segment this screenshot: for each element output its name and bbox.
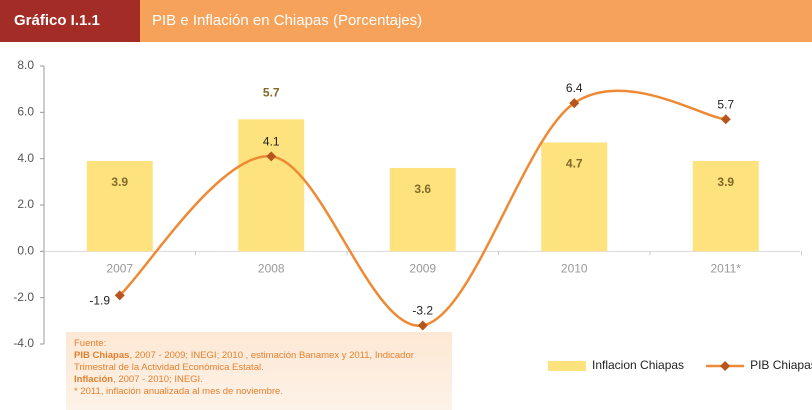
bar-value-label: 3.9 [111,175,128,189]
bar-value-label: 3.9 [717,175,734,189]
note-line: * 2011, inflación anualizada al mes de n… [74,386,444,398]
x-tick-label: 2007 [106,262,133,276]
bar [541,142,608,252]
bar-value-label: 5.7 [263,85,280,99]
note-bold: Inflación [74,374,114,385]
y-tick-label: 0.0 [17,244,34,258]
header-badge-box [0,0,140,42]
bar-value-label: 3.6 [414,182,431,196]
line-value-label: 4.1 [263,135,280,149]
legend-marker [720,361,731,371]
header-badge: Gráfico I.1.1 [14,12,100,29]
note-text: * 2011, inflación anualizada al mes de n… [74,386,283,397]
x-tick-label: 2010 [561,262,588,276]
x-tick-label: 2008 [258,262,285,276]
legend-label: Inflacion Chiapas [592,358,684,372]
source-note: Fuente: PIB Chiapas, 2007 - 2009; INEGI; … [66,332,452,410]
note-line: PIB Chiapas, 2007 - 2009; INEGI; 2010 , … [74,350,444,374]
y-tick-label: -2.0 [13,290,34,304]
x-tick-label: 2009 [409,262,436,276]
bar-value-label: 4.7 [566,157,583,171]
line-value-label: -3.2 [412,304,433,318]
chart-title: PIB e Inflación en Chiapas (Porcentajes) [152,12,422,29]
note-bold: PIB Chiapas [74,350,130,361]
marker [720,114,731,125]
bar [692,160,759,252]
y-tick-label: 2.0 [17,197,34,211]
y-tick-label: -4.0 [13,336,34,350]
line-value-label: -1.9 [89,294,110,308]
legend-label: PIB Chiapas [750,358,812,372]
y-tick-label: 4.0 [17,151,34,165]
legend-swatch [548,361,586,371]
note-line: Inflación, 2007 - 2010; INEGI. [74,374,444,386]
note-text: , 2007 - 2009; INEGI; 2010 , estimación … [74,350,414,373]
marker [266,151,277,162]
bar [86,160,153,252]
note-label: Fuente: [74,338,107,349]
marker [114,290,125,301]
marker [569,98,580,109]
line-value-label: 5.7 [717,97,734,111]
note-text: , 2007 - 2010; INEGI. [113,374,203,385]
x-tick-label: 2011* [711,262,742,276]
bar [238,119,305,252]
line-value-label: 6.4 [566,81,583,95]
marker [417,320,428,331]
y-tick-label: 8.0 [17,58,34,72]
y-tick-label: 6.0 [17,105,34,119]
bar [389,167,456,252]
